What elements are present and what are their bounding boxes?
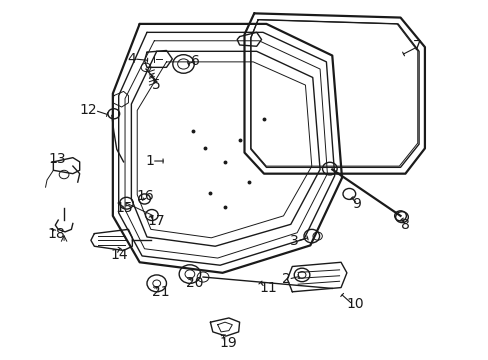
Text: 8: 8 — [400, 218, 408, 232]
Text: 2: 2 — [282, 272, 290, 286]
Text: 3: 3 — [290, 234, 299, 248]
Text: 21: 21 — [152, 285, 169, 299]
Text: 13: 13 — [48, 152, 66, 166]
Text: 18: 18 — [47, 226, 64, 240]
Text: 4: 4 — [127, 52, 136, 66]
Text: 14: 14 — [110, 248, 128, 262]
Text: 16: 16 — [136, 189, 154, 203]
Text: 19: 19 — [219, 336, 236, 350]
Text: 10: 10 — [346, 297, 364, 311]
Text: 7: 7 — [412, 39, 421, 53]
Text: 15: 15 — [115, 201, 133, 215]
Text: 1: 1 — [145, 154, 154, 168]
Text: 17: 17 — [147, 214, 164, 228]
Text: 6: 6 — [190, 54, 199, 68]
Text: 12: 12 — [80, 103, 97, 117]
Text: 9: 9 — [351, 197, 360, 211]
Text: 11: 11 — [259, 280, 276, 294]
Text: 5: 5 — [152, 78, 160, 92]
Text: 20: 20 — [185, 276, 203, 291]
